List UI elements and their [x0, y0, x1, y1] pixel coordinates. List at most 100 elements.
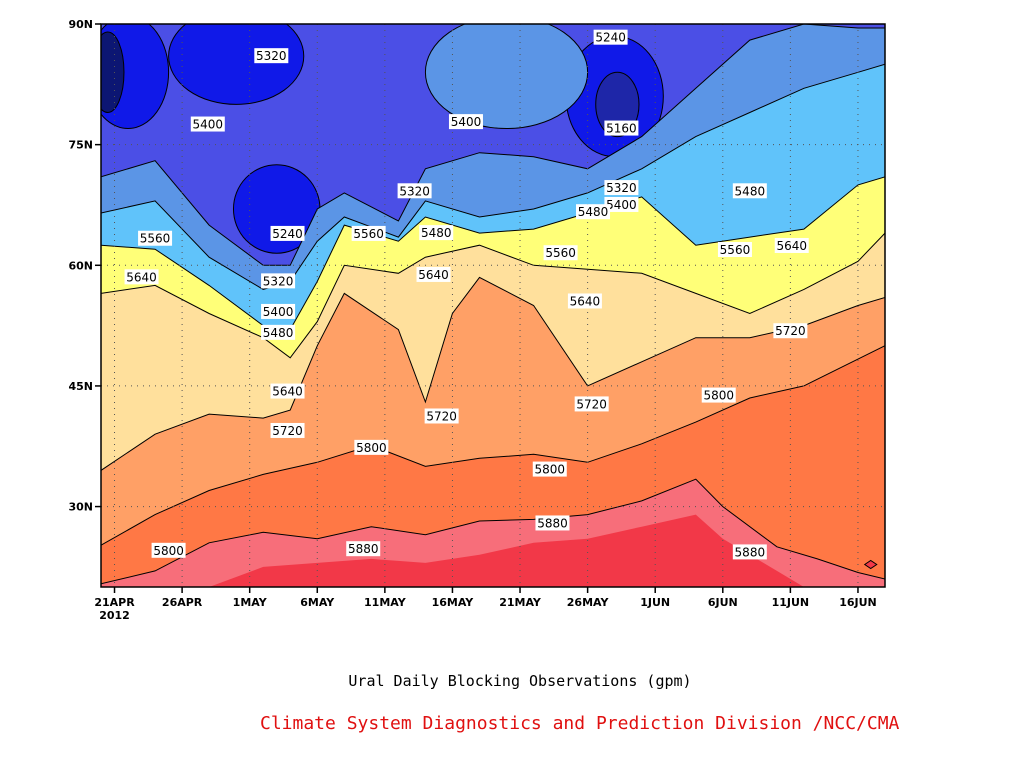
contour-label-bg	[346, 541, 381, 557]
contour-label-text: 5400	[193, 118, 224, 132]
contour-label-text: 5640	[126, 270, 157, 284]
low-core-1	[101, 24, 170, 130]
contour-label-text: 5480	[578, 205, 609, 219]
contour-label-text: 5880	[537, 516, 568, 530]
contour-label-bg	[270, 225, 305, 241]
contour-label-text: 5160	[606, 122, 637, 136]
x-tick-label: 16JUN	[839, 596, 877, 609]
contour-label: 5720	[574, 396, 609, 412]
contour-5720	[101, 276, 885, 471]
contour-label: 5640	[774, 237, 809, 253]
contour-label-bg	[270, 383, 305, 399]
contour-label: 5160	[604, 120, 639, 136]
contour-label-text: 5800	[153, 544, 184, 558]
contour-label-bg	[604, 180, 639, 196]
contour-label: 5320	[261, 273, 296, 289]
contour-label-text: 5400	[263, 305, 294, 319]
contour-label-text: 5320	[256, 49, 287, 63]
plot-frame	[100, 23, 886, 588]
contour-label: 5560	[717, 242, 752, 258]
contour-label: 5800	[151, 542, 186, 558]
contour-label: 5720	[270, 422, 305, 438]
contour-label: 5640	[124, 269, 159, 285]
contour-label: 5480	[732, 183, 767, 199]
contour-label-bg	[270, 422, 305, 438]
contour-label-text: 5240	[272, 227, 303, 241]
contour-label-bg	[535, 515, 570, 531]
contour-label-text: 5240	[595, 31, 626, 45]
contour-label: 5560	[543, 245, 578, 261]
contour-diamond	[863, 559, 878, 570]
contour-label-bg	[604, 196, 639, 212]
x-tick-label: 21APR	[94, 596, 135, 609]
contour-label: 5720	[773, 323, 808, 339]
chart-caption: Ural Daily Blocking Observations (gpm)	[348, 672, 692, 690]
contour-label-bg	[593, 29, 628, 45]
contour-label-text: 5720	[426, 409, 457, 423]
contour-label-bg	[419, 225, 454, 241]
x-tick-label: 1MAY	[233, 596, 268, 609]
contour-label-text: 5400	[606, 198, 637, 212]
contour-label: 5480	[261, 324, 296, 340]
contour-label: 5400	[604, 196, 639, 212]
contour-label-bg	[254, 48, 289, 64]
contour-label: 5400	[190, 116, 225, 132]
low-core-0	[168, 24, 305, 105]
y-tick-label: 30N	[68, 501, 93, 514]
contour-label-bg	[732, 544, 767, 560]
y-tick-label: 45N	[68, 380, 93, 393]
y-tick-label: 90N	[68, 18, 93, 31]
x-year-label: 2012	[99, 609, 130, 622]
x-tick-label: 16MAY	[432, 596, 475, 609]
contour-label: 5880	[346, 541, 381, 557]
contour-label-bg	[151, 542, 186, 558]
contour-label-bg	[138, 230, 173, 246]
contour-label: 5320	[397, 183, 432, 199]
contour-label-bg	[701, 387, 736, 403]
contour-label: 5880	[535, 515, 570, 531]
contour-label-bg	[351, 225, 386, 241]
contour-label-text: 5480	[421, 226, 452, 240]
contour-label: 5480	[419, 225, 454, 241]
contour-label-text: 5560	[140, 232, 171, 246]
contour-label-text: 5480	[263, 326, 294, 340]
contour-label-text: 5560	[545, 246, 576, 260]
contour-label-bg	[774, 237, 809, 253]
contour-label-bg	[532, 461, 567, 477]
low-core-5	[595, 71, 640, 138]
contour-label-text: 5880	[348, 542, 379, 556]
contour-label: 5240	[593, 29, 628, 45]
contour-label-bg	[424, 408, 459, 424]
contour-label-text: 5800	[356, 441, 387, 455]
contour-label-bg	[354, 439, 389, 455]
y-tick-label: 75N	[68, 139, 93, 152]
contour-label: 5800	[701, 387, 736, 403]
contour-label-text: 5640	[776, 239, 807, 253]
band-gt5960	[209, 514, 804, 587]
contour-5560	[101, 176, 885, 331]
contour-label-text: 5800	[534, 463, 565, 477]
x-tick-label: 6JUN	[708, 596, 738, 609]
axes: 21APR 26APR 1MAY 6MAY 11MAY 16MAY 21MAY 26MAY 1J…	[68, 18, 876, 622]
x-tick-label: 26APR	[162, 596, 203, 609]
contour-label-bg	[773, 323, 808, 339]
x-tick-label: 6MAY	[300, 596, 335, 609]
contour-label: 5800	[532, 461, 567, 477]
contour-5480	[101, 63, 885, 290]
y-tick-label: 60N	[68, 259, 93, 272]
plot-area	[101, 24, 885, 587]
contour-label-bg	[261, 324, 296, 340]
contour-5640	[101, 232, 885, 359]
contour-label-text: 5640	[570, 294, 601, 308]
contour-label-bg	[574, 396, 609, 412]
contour-label-text: 5880	[735, 545, 766, 559]
contour-label-text: 5720	[576, 397, 607, 411]
contour-label: 5320	[254, 48, 289, 64]
contour-label-text: 5320	[606, 181, 637, 195]
contour-label-bg	[717, 242, 752, 258]
low-core-6	[424, 24, 589, 130]
contour-label: 5640	[416, 266, 451, 282]
x-tick-label: 21MAY	[499, 596, 542, 609]
contour-5800	[101, 345, 885, 546]
contour-label-bg	[261, 273, 296, 289]
